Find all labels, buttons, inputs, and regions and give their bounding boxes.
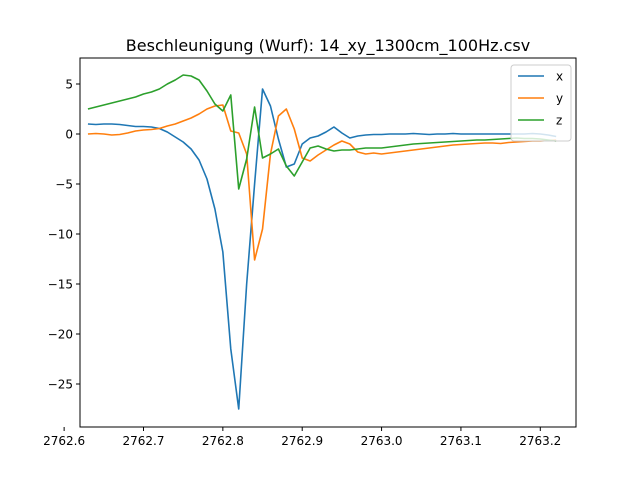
series-layer <box>87 74 557 410</box>
x-tick-label: 2763.0 <box>361 434 403 448</box>
x-tick-label: 2762.9 <box>281 434 323 448</box>
legend-box <box>510 64 572 142</box>
axes-frame <box>79 57 577 428</box>
x-tick-label: 2762.8 <box>202 434 244 448</box>
legend-label-z: z <box>556 114 562 128</box>
chart-title: Beschleunigung (Wurf): 14_xy_1300cm_100H… <box>126 36 530 56</box>
series-line-z <box>87 74 557 190</box>
x-tick-label: 2763.1 <box>440 434 482 448</box>
y-tick-label: −20 <box>48 328 73 342</box>
legend-label-y: y <box>556 92 563 106</box>
legend-label-x: x <box>556 70 563 84</box>
legend: xyz <box>510 64 572 142</box>
y-tick-label: 5 <box>65 78 73 92</box>
y-tick-label: −15 <box>48 278 73 292</box>
y-tick-label: −10 <box>48 228 73 242</box>
y-tick-label: −25 <box>48 378 73 392</box>
axes-layer: 2762.6 2762.7 2762.8 2762.9 2763.0 2763.1 2763… <box>43 57 577 448</box>
x-tick-label: 2762.6 <box>43 434 85 448</box>
series-line-y <box>87 104 557 261</box>
y-tick-label: −5 <box>55 178 73 192</box>
series-line-x <box>87 88 557 410</box>
y-tick-label: 0 <box>65 128 73 142</box>
x-tick-label: 2762.7 <box>122 434 164 448</box>
x-tick-label: 2763.2 <box>519 434 561 448</box>
